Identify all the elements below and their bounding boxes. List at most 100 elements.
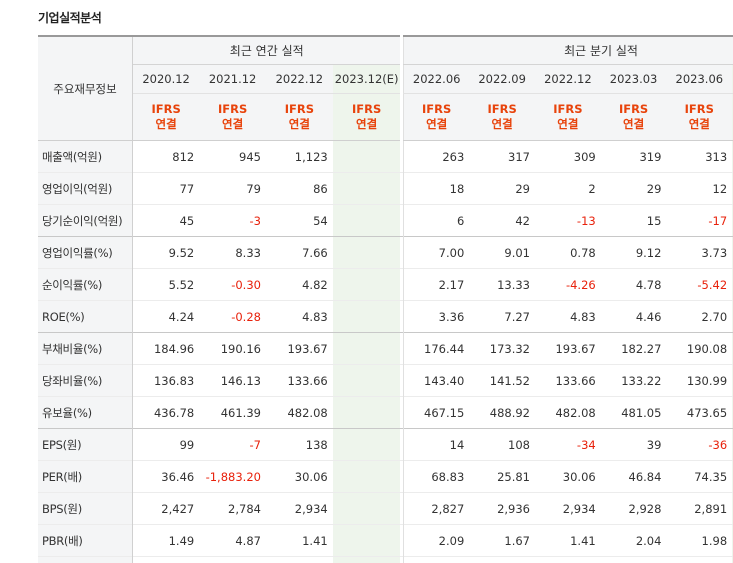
consolidated-text: 연결 bbox=[155, 117, 177, 131]
annual-value-cell: 1,123 bbox=[294, 149, 328, 164]
row-label: PER(배) bbox=[38, 460, 133, 493]
annual-value-cell: 4.87 bbox=[235, 533, 261, 548]
quarter-value-cell: 13.33 bbox=[497, 277, 530, 292]
annual-value-cell: 4.83 bbox=[302, 309, 328, 324]
annual-value-cell bbox=[332, 460, 401, 493]
annual-value-cell: 4.82 bbox=[302, 277, 328, 292]
quarter-value-cell: 319 bbox=[639, 149, 662, 164]
annual-value-cell: 184.96 bbox=[153, 341, 195, 356]
quarter-value-cell: -17 bbox=[708, 213, 728, 228]
ifrs-text: IFRS bbox=[422, 102, 452, 116]
table-row: 매출액(억원) 812 945 1,123 263 317 309 319 313 bbox=[38, 140, 733, 173]
table-row: ROE(%) 4.24 -0.28 4.83 3.36 7.27 4.83 4.46 2.70 bbox=[38, 300, 733, 333]
quarter-value-cell: 2,936 bbox=[497, 501, 530, 516]
header-label: 주요재무정보 bbox=[38, 35, 133, 141]
quarter-value-cell: 133.66 bbox=[555, 373, 596, 388]
quarter-period-header: 2023.03 bbox=[600, 64, 667, 94]
quarter-value-cell: 130.99 bbox=[686, 373, 728, 388]
ifrs-basis-label: IFRS 연결 bbox=[199, 93, 266, 141]
quarter-period-header: 2023.06 bbox=[666, 64, 733, 94]
quarter-value-cell: 18 bbox=[403, 172, 470, 205]
consolidated-text: 연결 bbox=[491, 117, 513, 131]
quarter-value-cell: 2,928 bbox=[628, 501, 662, 516]
consolidated-text: 연결 bbox=[688, 117, 710, 131]
ifrs-text: IFRS bbox=[684, 102, 714, 116]
annual-value-cell: -7 bbox=[249, 437, 261, 452]
table-row: 영업이익(억원) 77 79 86 18 29 2 29 12 bbox=[38, 172, 733, 205]
quarter-value-cell: 4.78 bbox=[635, 277, 662, 292]
quarter-value-cell: 7.27 bbox=[504, 309, 530, 324]
quarter-value-cell: 313 bbox=[705, 149, 728, 164]
quarter-value-cell: 263 bbox=[403, 140, 470, 173]
row-label: 영업이익(억원) bbox=[38, 172, 133, 205]
quarter-value-cell: 29 bbox=[515, 181, 530, 196]
quarter-value-cell: 143.40 bbox=[403, 364, 470, 397]
quarter-value-cell: 1.41 bbox=[570, 533, 596, 548]
ifrs-basis-label: IFRS 연결 bbox=[535, 93, 601, 141]
annual-period-header: 2022.12 bbox=[265, 64, 333, 94]
quarter-value-cell: 2.09 bbox=[403, 524, 470, 557]
annual-value-cell bbox=[332, 300, 401, 333]
consolidated-text: 연결 bbox=[426, 117, 448, 131]
annual-period-header: 2020.12 bbox=[132, 64, 200, 94]
quarter-value-cell: 9.12 bbox=[635, 245, 662, 260]
table-row: BPS(원) 2,427 2,784 2,934 2,827 2,936 2,934 2,92… bbox=[38, 492, 733, 525]
table-row: 당기순이익(억원) 45 -3 54 6 42 -13 15 -17 bbox=[38, 204, 733, 237]
quarter-value-cell: 3.73 bbox=[701, 245, 728, 260]
quarter-value-cell: 29 bbox=[646, 181, 662, 196]
annual-value-cell bbox=[332, 268, 401, 301]
quarter-value-cell: 190.08 bbox=[686, 341, 728, 356]
consolidated-text: 연결 bbox=[356, 117, 378, 131]
quarter-value-cell: 1.98 bbox=[701, 533, 728, 548]
quarter-value-cell: -13 bbox=[576, 213, 596, 228]
quarter-value-cell: -4.26 bbox=[565, 277, 596, 292]
quarter-value-cell: 133.22 bbox=[621, 373, 662, 388]
annual-value-cell: 482.08 bbox=[287, 405, 328, 420]
quarter-value-cell: 12 bbox=[712, 181, 728, 196]
quarter-value-cell: 2,891 bbox=[694, 501, 728, 516]
ifrs-text: IFRS bbox=[284, 102, 314, 116]
annual-value-cell: 8.33 bbox=[235, 245, 261, 260]
consolidated-text: 연결 bbox=[288, 117, 310, 131]
quarter-value-cell: 193.67 bbox=[555, 341, 596, 356]
annual-value-cell bbox=[332, 492, 401, 525]
annual-value-cell: 945 bbox=[239, 149, 261, 164]
table-row: 순이익률(%) 5.52 -0.30 4.82 2.17 13.33 -4.26 4.78 -5… bbox=[38, 268, 733, 301]
annual-value-cell bbox=[332, 524, 401, 557]
annual-value-cell: 99 bbox=[179, 437, 195, 452]
annual-value-cell: 133.66 bbox=[287, 373, 328, 388]
quarter-value-cell: 46.84 bbox=[628, 469, 662, 484]
financial-table-container: 주요재무정보 최근 연간 실적 최근 분기 실적 2020.12 2021.12 2… bbox=[38, 35, 733, 563]
annual-value-cell: 1.49 bbox=[168, 533, 195, 548]
quarter-value-cell: 182.27 bbox=[621, 341, 662, 356]
quarter-value-cell: 2 bbox=[588, 181, 596, 196]
annual-value-cell: -3 bbox=[249, 213, 261, 228]
annual-value-cell bbox=[332, 332, 401, 365]
annual-value-cell: 2,934 bbox=[294, 501, 328, 516]
table-row: EPS(원) 99 -7 138 14 108 -34 39 -36 bbox=[38, 428, 733, 461]
row-label: 순이익률(%) bbox=[38, 268, 133, 301]
annual-value-cell: 5.52 bbox=[168, 277, 195, 292]
annual-value-cell: 79 bbox=[246, 181, 261, 196]
quarter-period-header: 2022.09 bbox=[469, 64, 535, 94]
annual-value-cell: 138 bbox=[305, 437, 328, 452]
consolidated-text: 연결 bbox=[222, 117, 244, 131]
annual-value-cell: 461.39 bbox=[220, 405, 261, 420]
annual-value-cell: 86 bbox=[313, 181, 328, 196]
table-row: PER(배) 36.46 -1,883.20 30.06 68.83 25.81 30.06… bbox=[38, 460, 733, 493]
quarter-value-cell: 176.44 bbox=[403, 332, 470, 365]
financial-summary-table: 주요재무정보 최근 연간 실적 최근 분기 실적 2020.12 2021.12 2… bbox=[38, 35, 733, 563]
row-label: 유보율(%) bbox=[38, 396, 133, 429]
annual-value-cell bbox=[332, 172, 401, 205]
ifrs-text: IFRS bbox=[618, 102, 649, 116]
section-title: 기업실적분석 bbox=[38, 11, 102, 25]
consolidated-text: 연결 bbox=[622, 117, 645, 131]
quarter-value-cell: 482.08 bbox=[555, 405, 596, 420]
quarter-period-header: 2022.06 bbox=[403, 64, 470, 94]
annual-value-cell: 2,784 bbox=[228, 501, 261, 516]
annual-value-cell: 193.67 bbox=[287, 341, 328, 356]
row-label: 매출액(억원) bbox=[38, 140, 133, 173]
annual-value-cell: 436.78 bbox=[153, 405, 195, 420]
quarter-value-cell: -36 bbox=[708, 437, 728, 452]
quarter-value-cell: 6 bbox=[403, 204, 470, 237]
